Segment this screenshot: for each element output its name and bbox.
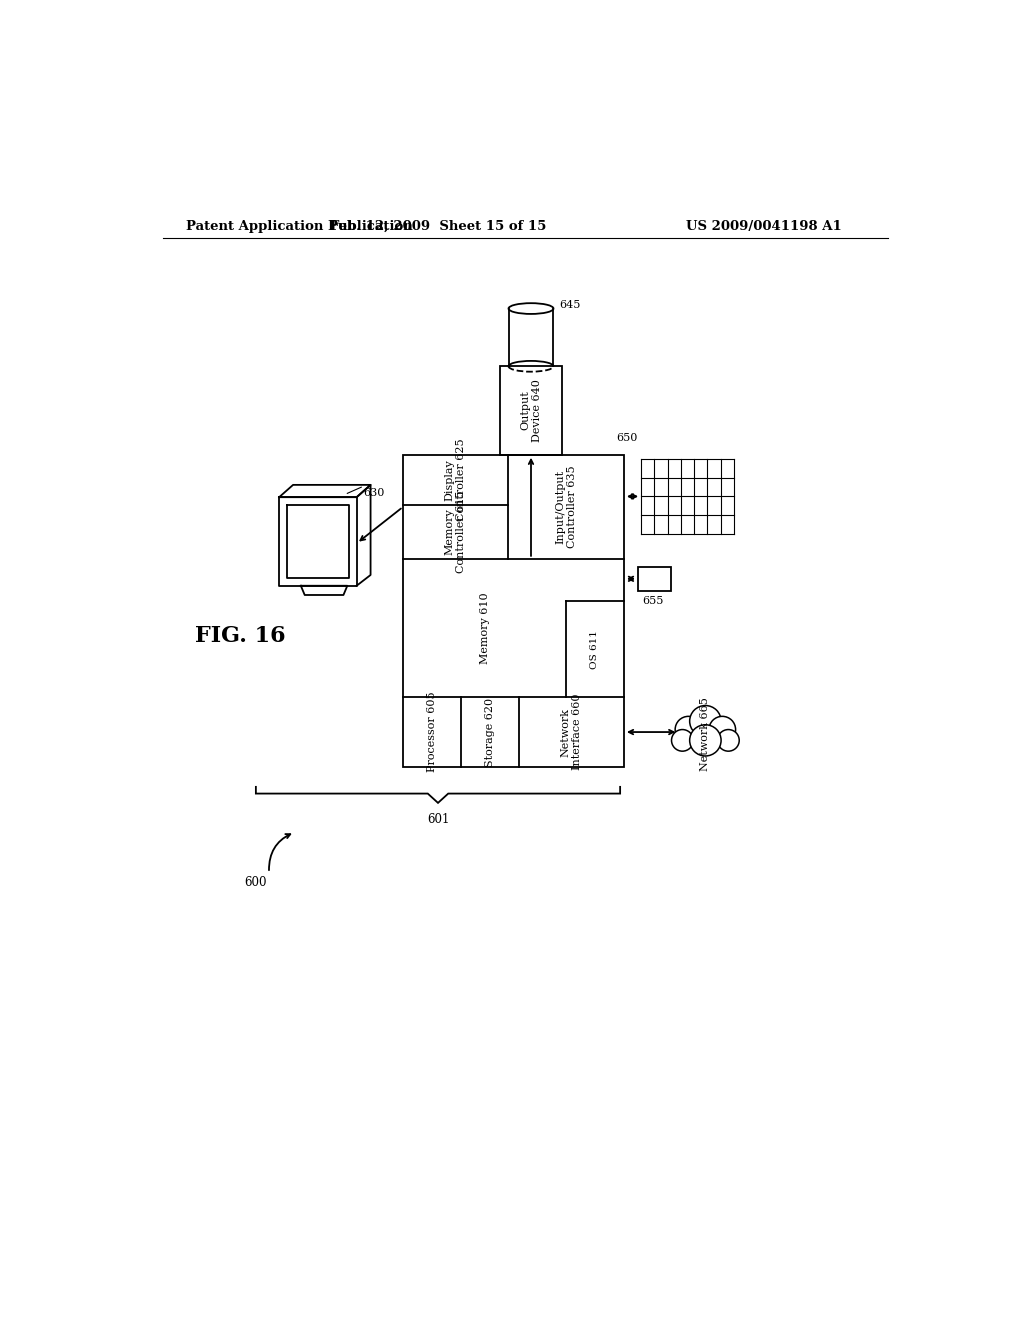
Text: Storage 620: Storage 620 bbox=[485, 697, 496, 767]
Text: 630: 630 bbox=[362, 488, 384, 499]
Bar bbox=[403, 455, 624, 767]
Text: Processor 605: Processor 605 bbox=[427, 692, 437, 772]
Text: Patent Application Publication: Patent Application Publication bbox=[186, 219, 413, 232]
Bar bbox=[500, 367, 562, 455]
Circle shape bbox=[689, 725, 721, 756]
Circle shape bbox=[675, 717, 701, 743]
Text: 650: 650 bbox=[615, 433, 637, 444]
Text: 645: 645 bbox=[560, 301, 581, 310]
Circle shape bbox=[689, 705, 721, 737]
Ellipse shape bbox=[509, 304, 554, 314]
Bar bbox=[638, 566, 671, 591]
Text: 655: 655 bbox=[642, 595, 664, 606]
Text: FIG. 16: FIG. 16 bbox=[195, 624, 286, 647]
Text: US 2009/0041198 A1: US 2009/0041198 A1 bbox=[686, 219, 842, 232]
Text: OS 611: OS 611 bbox=[591, 630, 599, 669]
Circle shape bbox=[718, 730, 739, 751]
Text: Network
Interface 660: Network Interface 660 bbox=[561, 694, 583, 771]
Text: Memory
Controller 615: Memory Controller 615 bbox=[444, 491, 466, 573]
Circle shape bbox=[672, 730, 693, 751]
Text: Memory 610: Memory 610 bbox=[479, 593, 489, 664]
Circle shape bbox=[709, 717, 735, 743]
Text: 601: 601 bbox=[427, 813, 450, 826]
Text: 600: 600 bbox=[245, 875, 267, 888]
Text: Display
Controller 625: Display Controller 625 bbox=[444, 438, 466, 521]
Text: Output
Device 640: Output Device 640 bbox=[520, 379, 542, 442]
Text: Network 665: Network 665 bbox=[700, 697, 711, 771]
Text: Feb. 12, 2009  Sheet 15 of 15: Feb. 12, 2009 Sheet 15 of 15 bbox=[330, 219, 546, 232]
Text: Input/Output
Controller 635: Input/Output Controller 635 bbox=[555, 466, 577, 548]
